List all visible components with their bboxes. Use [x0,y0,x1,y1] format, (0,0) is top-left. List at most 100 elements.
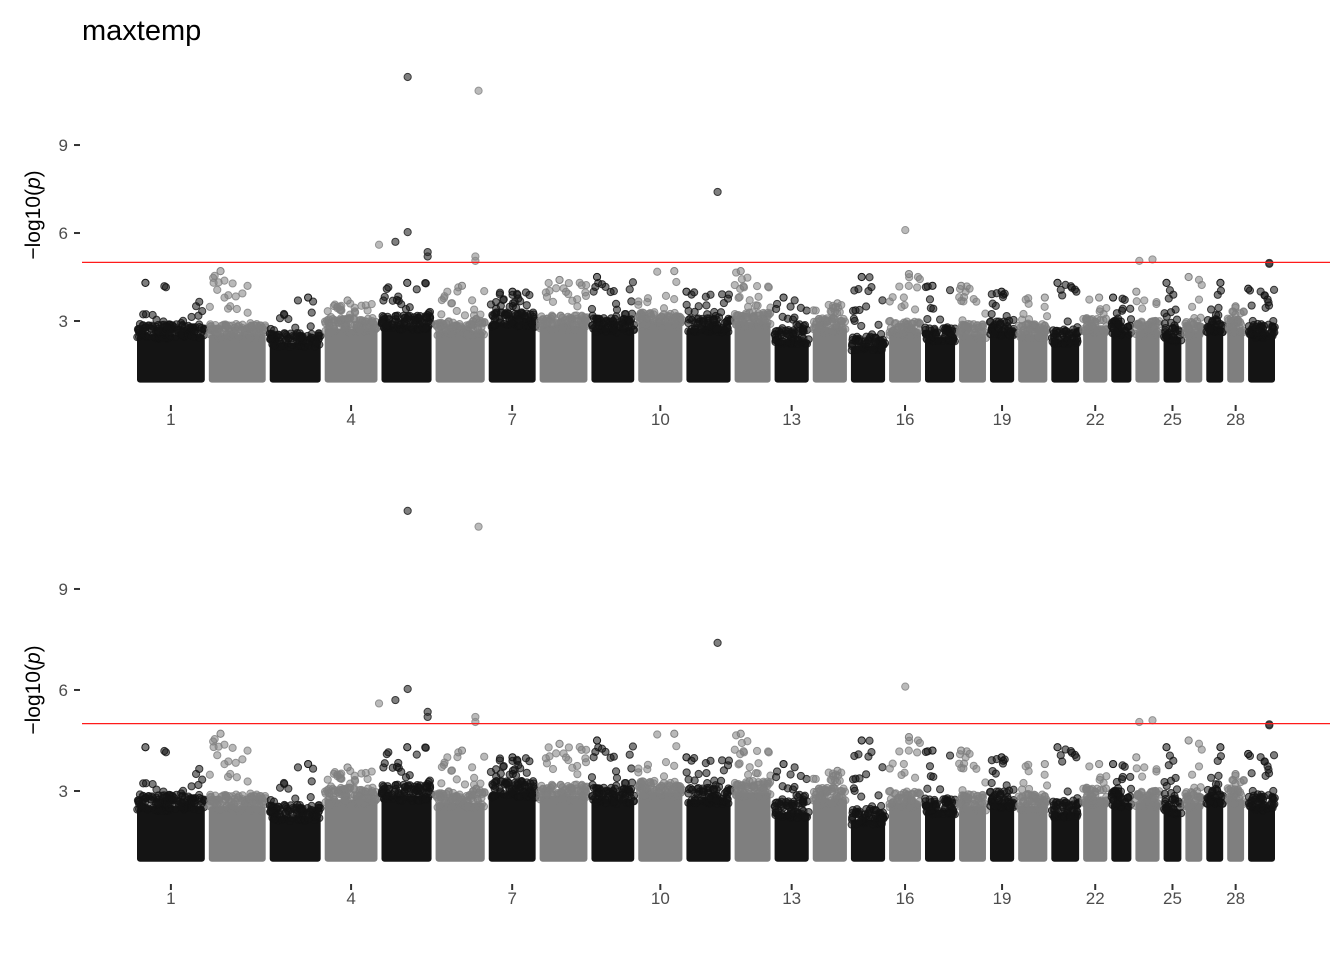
snp-point [198,775,207,784]
snp-point [184,321,193,330]
snp-point [790,296,799,305]
snp-point [357,769,366,778]
snp-point [378,318,387,327]
snp-point [745,308,754,317]
chromosome-bulk [774,340,809,383]
snp-point [686,314,695,323]
snp-point [781,326,790,335]
plot-title: maxtemp [82,15,201,47]
snp-point [1066,746,1075,756]
snp-point [326,800,335,809]
snp-point [730,280,739,290]
snp-point [657,781,666,790]
chromosome-bulk [850,345,886,383]
x-tick-label: 25 [1163,889,1182,908]
snp-point [178,316,188,326]
x-tick-label: 7 [507,889,516,908]
snp-point [287,340,297,349]
x-tick-label: 7 [507,410,516,429]
snp-point [1168,336,1177,345]
snp-point [379,763,388,772]
snp-point [478,319,487,328]
snp-point [564,743,573,752]
snp-point [763,308,772,317]
snp-point [1269,751,1279,760]
snp-point [888,759,897,768]
snp-point [1174,326,1183,335]
snp-point [226,802,236,811]
snp-point [293,763,303,772]
snp-point [1253,319,1262,329]
snp-point [719,766,728,775]
snp-point [672,277,681,287]
chromosome-10-points [634,267,687,383]
snp-point [1244,284,1253,293]
snp-point [304,815,313,824]
snp-point [1040,770,1049,779]
snp-point [256,321,265,330]
snp-point [783,784,792,793]
snp-point [216,267,225,276]
snp-point [344,315,353,324]
snp-point [460,311,470,320]
x-tick-label: 10 [651,410,670,429]
snp-point [848,775,858,784]
snp-point [1161,794,1170,804]
snp-point [686,783,695,793]
snp-point [957,746,966,755]
chromosome-23-points [1107,293,1136,383]
snp-point [857,792,866,801]
snp-point [479,802,489,811]
snp-point [1088,321,1097,330]
snp-point [476,310,485,319]
snp-point [936,315,945,324]
snp-point [969,761,978,770]
snp-point [1177,809,1186,818]
snp-point [284,314,293,324]
snp-point [1003,321,1012,331]
snp-point [1118,772,1127,782]
chromosome-bulk [1227,328,1245,383]
snp-point [857,736,866,745]
x-tick-label: 1 [166,410,175,429]
chromosome-5-points [377,743,436,862]
snp-point [987,309,996,319]
snp-point [731,320,740,329]
snp-point [731,791,740,800]
snp-point [1040,759,1049,769]
snp-point [232,773,241,782]
snp-point [855,343,864,353]
snp-point [246,792,255,801]
snp-point [1244,749,1253,759]
snp-point [1195,802,1204,811]
chromosome-2-points [205,267,270,383]
snp-point [1053,743,1062,752]
snp-point [541,288,550,297]
snp-point [716,776,726,785]
snp-point [628,742,638,751]
snp-point [362,793,371,803]
snp-point [581,754,590,763]
snp-point [432,790,441,799]
snp-point [507,317,516,326]
snp-point [580,792,589,801]
snp-point [839,314,848,324]
snp-point [764,282,773,291]
peak-snp-point [403,506,412,515]
snp-point [1231,302,1240,311]
snp-point [216,729,225,738]
snp-point [841,796,850,805]
snp-point [682,287,691,296]
snp-point [205,302,214,311]
snp-point [357,301,366,310]
snp-point [406,322,415,331]
snp-point [573,302,582,311]
snp-point [1072,753,1081,762]
snp-point [754,759,763,768]
snp-point [1188,302,1197,311]
snp-point [710,307,719,317]
snp-point [959,764,968,773]
snp-point [1114,320,1123,329]
y-tick-label: 3 [59,782,68,801]
chromosome-bulk [381,796,432,862]
